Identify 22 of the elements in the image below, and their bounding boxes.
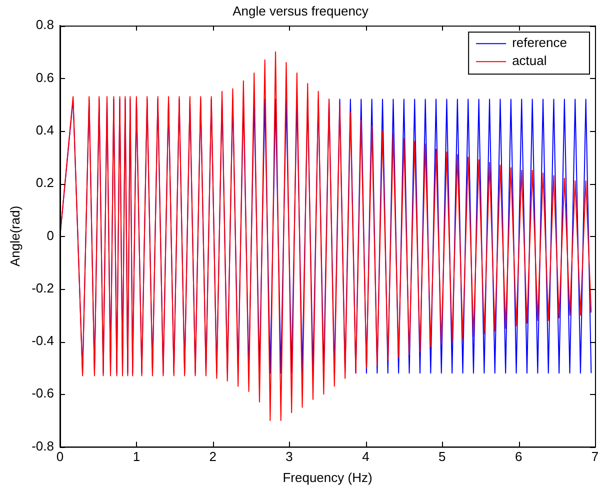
y-tick-label: -0.2 [32, 280, 54, 296]
x-tick-label: 5 [438, 449, 446, 464]
x-tick-label: 7 [591, 449, 599, 464]
y-tick-label: -0.6 [32, 386, 54, 401]
x-tick-label: 3 [286, 449, 293, 464]
y-tick-label: 0.6 [36, 70, 54, 85]
y-tick-label: -0.4 [32, 333, 54, 348]
x-axis-title: Frequency (Hz) [282, 470, 372, 485]
x-tick-label: 1 [132, 449, 140, 464]
y-tick-label: 0.2 [36, 175, 54, 190]
x-tick-label: 0 [56, 449, 64, 464]
x-tick-label: 4 [362, 449, 370, 464]
y-tick-label: -0.8 [32, 438, 54, 454]
x-tick-label: 2 [209, 449, 216, 464]
y-tick-label: 0 [46, 228, 54, 243]
legend-label: actual [512, 53, 547, 68]
legend-label: reference [512, 35, 567, 50]
y-tick-label: 0.4 [36, 122, 54, 138]
x-tick-label: 6 [514, 449, 522, 464]
chart-title: Angle versus frequency [232, 3, 369, 18]
y-tick-label: 0.8 [36, 17, 54, 32]
y-axis-title: Angle(rad) [7, 206, 22, 267]
